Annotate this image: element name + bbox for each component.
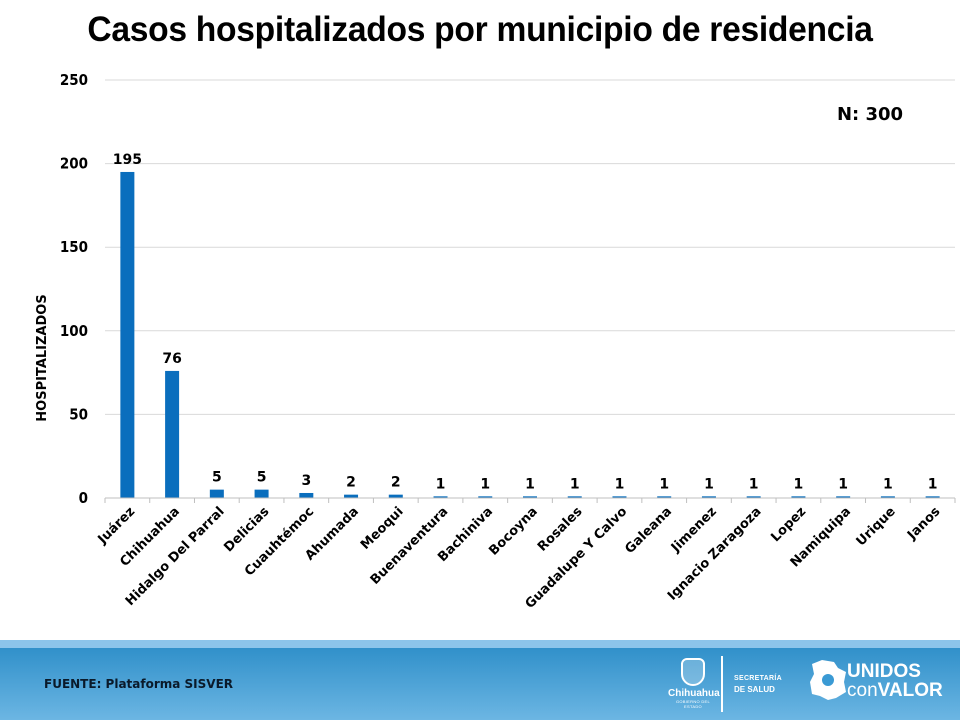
footer-strip: [0, 640, 960, 648]
unidos-text: UNIDOS: [847, 661, 921, 682]
y-tick-label: 150: [60, 238, 88, 256]
data-label: 1: [883, 476, 893, 492]
bar: [433, 496, 448, 498]
bars: 195 76 5 5 3 2 2 1 1 1 1 1 1 1 1 1 1 1 1: [113, 152, 940, 498]
data-label: 1: [525, 476, 535, 492]
bar: [478, 496, 493, 498]
unidos-map-icon: [810, 660, 846, 700]
con-valor-text: conVALOR: [847, 681, 943, 700]
bar-chart: 0 50 100 150 200 250 HOSPITALIZADOS 195 76 5 5 3 2…: [35, 71, 956, 612]
bar: [209, 489, 224, 498]
x-tick-label: Janos: [904, 504, 943, 543]
shield-icon: [681, 658, 705, 686]
y-tick-label: 0: [79, 489, 88, 507]
bar: [120, 171, 135, 498]
data-label: 1: [928, 476, 938, 492]
bar: [165, 370, 180, 498]
unidos-con-valor-logo: UNIDOS conVALOR: [847, 662, 943, 700]
y-tick-label: 50: [69, 405, 88, 423]
secretaria-text: SECRETARÍA: [734, 675, 782, 682]
data-label: 195: [113, 152, 142, 168]
data-label: 1: [794, 476, 804, 492]
secretaria-salud-logo: SECRETARÍA DE SALUD: [734, 673, 782, 695]
source-note: FUENTE: Plataforma SISVER: [44, 677, 234, 691]
footer-band: FUENTE: Plataforma SISVER Chihuahua GOBI…: [0, 640, 960, 720]
data-label: 1: [615, 476, 625, 492]
y-axis-label: HOSPITALIZADOS: [35, 294, 50, 421]
data-label: 1: [436, 476, 446, 492]
bar: [836, 496, 851, 498]
x-tick-label: Buenaventura: [368, 504, 452, 588]
x-tick-label: Bocoyna: [486, 504, 540, 558]
bar: [612, 496, 627, 498]
bar: [388, 494, 403, 498]
data-label: 2: [346, 475, 356, 491]
data-label: 2: [391, 475, 401, 491]
valor-text: VALOR: [877, 680, 943, 701]
bar: [746, 496, 761, 498]
y-tick-label: 200: [60, 155, 88, 173]
data-label: 1: [749, 476, 759, 492]
chart-title: Casos hospitalizados por municipio de re…: [87, 10, 873, 49]
data-label: 76: [162, 351, 181, 367]
chihuahua-logo-subtext: GOBIERNO DEL ESTADO: [675, 699, 711, 709]
de-salud-text: DE SALUD: [734, 685, 775, 694]
bar: [254, 489, 269, 498]
bar: [880, 496, 895, 498]
bar: [791, 496, 806, 498]
data-label: 5: [257, 470, 267, 486]
y-tick-label: 100: [60, 322, 88, 340]
bar: [299, 492, 314, 498]
x-tick-label: Galeana: [622, 504, 675, 557]
data-label: 1: [704, 476, 714, 492]
x-tick-label: Lopez: [768, 504, 809, 545]
n-annotation: N: 300: [837, 104, 903, 125]
x-tick-label: Urique: [854, 504, 899, 549]
chihuahua-logo: Chihuahua GOBIERNO DEL ESTADO: [668, 658, 720, 709]
bar: [344, 494, 359, 498]
data-label: 1: [570, 476, 580, 492]
y-axis-ticks: 0 50 100 150 200 250: [60, 71, 88, 507]
bar: [925, 496, 940, 498]
chihuahua-logo-text: Chihuahua: [668, 688, 720, 699]
bar: [701, 496, 716, 498]
y-tick-label: 250: [60, 71, 88, 89]
data-label: 5: [212, 470, 222, 486]
bar: [567, 496, 582, 498]
bar: [523, 496, 537, 498]
con-text: con: [847, 680, 878, 701]
gridlines: [105, 79, 955, 415]
x-tick-label: Juárez: [95, 504, 139, 548]
data-label: 3: [301, 473, 311, 489]
data-label: 1: [838, 476, 848, 492]
data-label: 1: [480, 476, 490, 492]
data-label: 1: [659, 476, 669, 492]
logo-divider: [721, 656, 723, 712]
bar: [657, 496, 672, 498]
